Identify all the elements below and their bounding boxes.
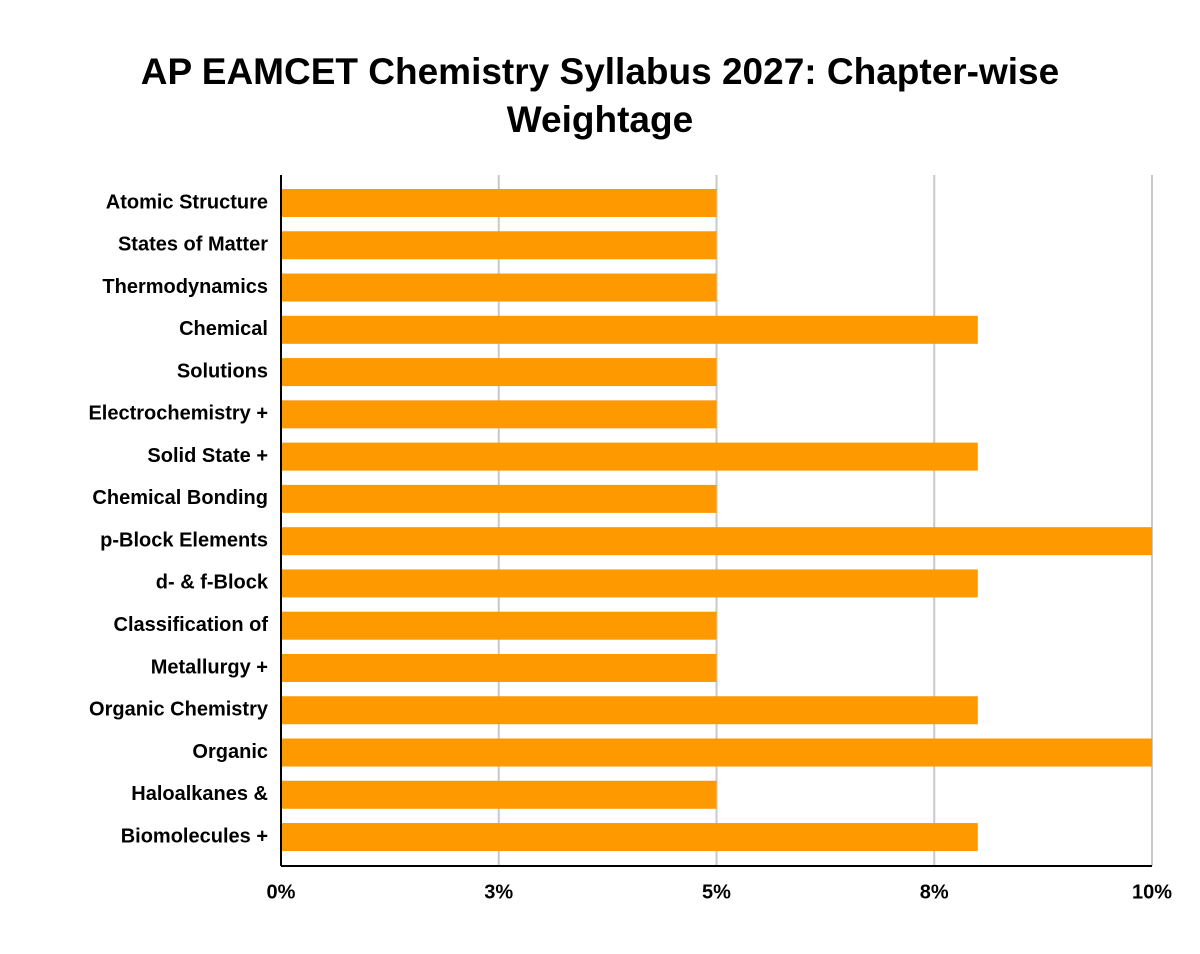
bar	[281, 569, 978, 598]
bar	[281, 738, 1152, 767]
y-tick-label: p-Block Elements	[100, 529, 268, 551]
y-tick-label: Chemical	[179, 318, 268, 340]
y-tick-label: Haloalkanes &	[131, 783, 268, 805]
bar	[281, 696, 978, 725]
x-tick-label: 10%	[1132, 881, 1172, 903]
y-tick-label: Thermodynamics	[102, 276, 268, 298]
x-tick-label: 8%	[920, 881, 949, 903]
y-tick-label: Organic	[192, 741, 268, 763]
y-tick-label: Solid State +	[147, 445, 268, 467]
y-tick-label: States of Matter	[118, 234, 268, 256]
y-tick-label: Biomolecules +	[121, 825, 268, 847]
bar	[281, 273, 717, 302]
bar	[281, 780, 717, 809]
y-tick-label: Metallurgy +	[151, 656, 268, 678]
y-tick-label: Classification of	[114, 614, 269, 636]
chart-title: AP EAMCET Chemistry Syllabus 2027: Chapt…	[140, 51, 1060, 140]
bar	[281, 400, 717, 429]
y-tick-label: Atomic Structure	[106, 191, 268, 213]
bar	[281, 823, 978, 852]
y-tick-label: Electrochemistry +	[88, 403, 268, 425]
x-tick-label: 3%	[484, 881, 513, 903]
bar	[281, 442, 978, 471]
bar	[281, 484, 717, 513]
y-tick-label: Solutions	[177, 360, 268, 382]
bar	[281, 358, 717, 387]
y-tick-label: Chemical Bonding	[92, 487, 268, 509]
bar	[281, 653, 717, 682]
x-tick-label: 0%	[267, 881, 296, 903]
bar	[281, 611, 717, 640]
x-tick-label: 5%	[702, 881, 731, 903]
y-tick-label: d- & f-Block	[156, 572, 269, 594]
bar	[281, 527, 1152, 556]
bar	[281, 231, 717, 260]
bar	[281, 315, 978, 344]
y-tick-label: Organic Chemistry	[89, 699, 269, 721]
bar	[281, 189, 717, 217]
